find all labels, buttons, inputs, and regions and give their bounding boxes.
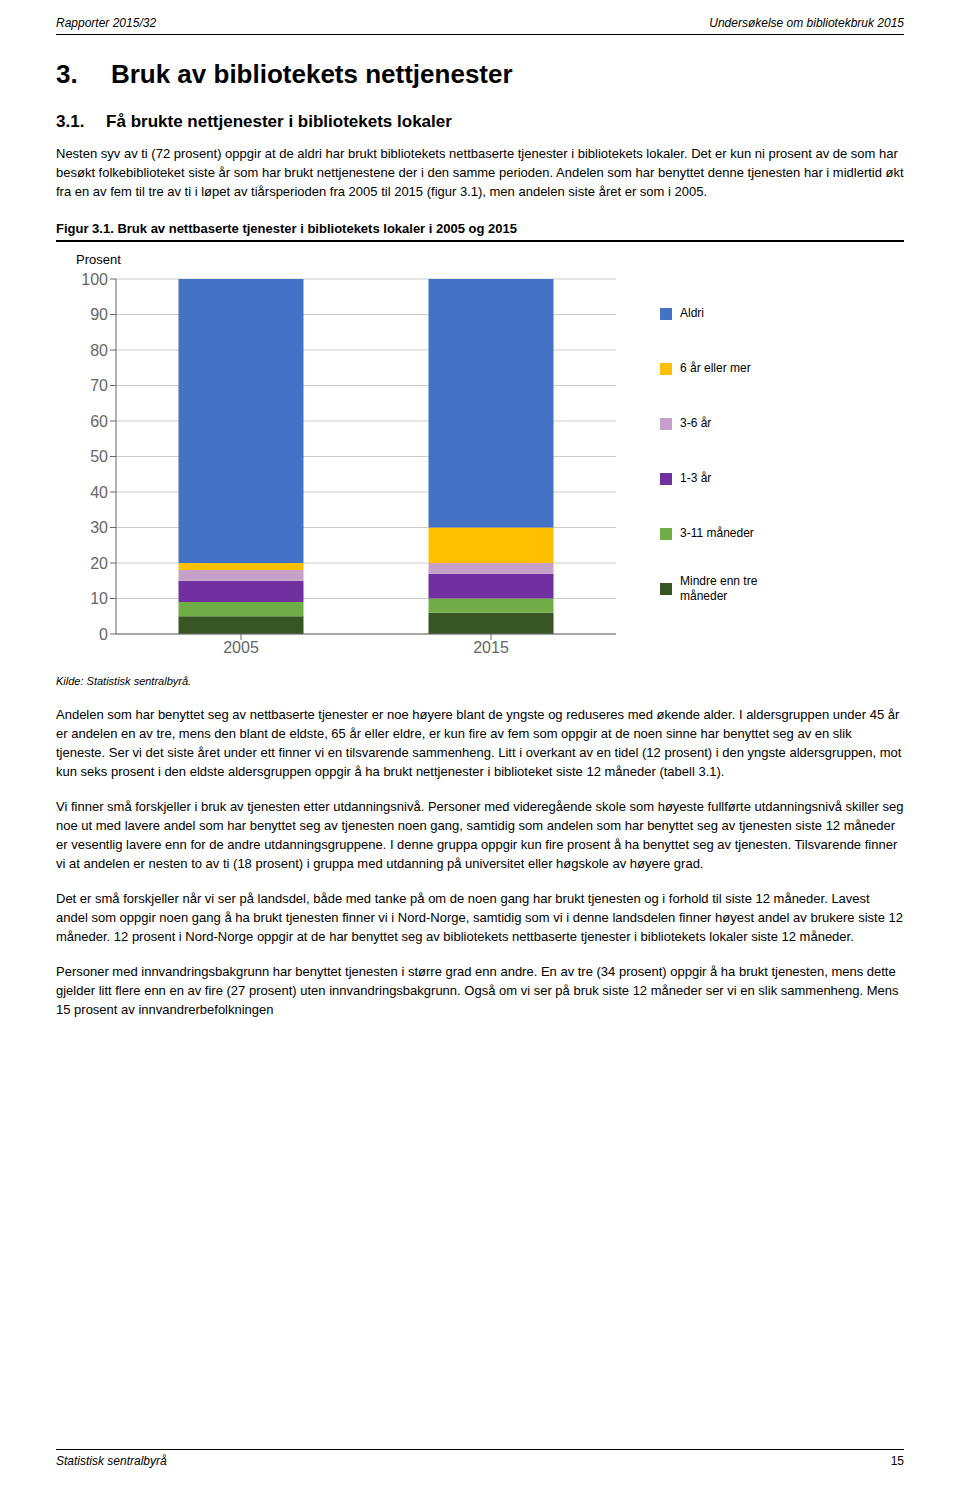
html-text:Personer med innvandringsbakgr: Personer med innvandringsbakgrunn har be… [56,964,899,1017]
svg-text:80: 80 [90,342,108,359]
html-text:3-11 måneder: 3-11 måneder [680,526,754,540]
html-text:15: 15 [890,1454,904,1468]
html-text:Andelen som har benyttet seg a: Andelen som har benyttet seg av nettbase… [56,707,902,779]
html-text:6 år eller mer: 6 år eller mer [680,361,751,375]
html-text:3. Bruk av bibliotekets nettje: 3. Bruk av bibliotekets nettjenester [56,59,513,89]
html-text:Aldri: Aldri [680,306,704,320]
html-text:Det er små forskjeller når vi: Det er små forskjeller når vi ser på lan… [56,891,903,944]
html-text:Vi finner små forskjeller i br: Vi finner små forskjeller i bruk av tjen… [56,799,904,871]
html-text:Nesten syv av ti (72 prosent): Nesten syv av ti (72 prosent) oppgir at … [56,146,904,199]
html-text:3-6 år: 3-6 år [680,416,712,430]
html-text:Prosent: Prosent [76,252,121,267]
svg-text:60: 60 [90,413,108,430]
html-text:Kilde: Statistisk sentralbyrå.: Kilde: Statistisk sentralbyrå. [56,675,192,687]
svg-text:90: 90 [90,306,108,323]
svg-text:50: 50 [90,448,108,465]
svg-text:20: 20 [90,555,108,572]
html-text:Statistisk sentralbyrå: Statistisk sentralbyrå [56,1454,167,1468]
html-text:Figur 3.1. Bruk av nettbaserte: Figur 3.1. Bruk av nettbaserte tjenester… [56,221,517,236]
html-text:1-3 år: 1-3 år [680,471,712,485]
svg-text:40: 40 [90,484,108,501]
svg-text:0: 0 [99,626,108,643]
svg-text:10: 10 [90,590,108,607]
svg-text:70: 70 [90,377,108,394]
svg-text:100: 100 [81,271,108,288]
html-text:Rapporter 2015/32: Rapporter 2015/32 [56,16,157,30]
html-text:Mindre enn tre måneder: Mindre enn tre måneder [680,573,758,603]
svg-text:30: 30 [90,519,108,536]
svg-text:2005: 2005 [223,639,259,656]
svg-text:2015: 2015 [473,639,509,656]
html-text:Undersøkelse om bibliotekbruk: Undersøkelse om bibliotekbruk 2015 [709,16,904,30]
html-text:3.1. Få brukte nettjenester i: 3.1. Få brukte nettjenester i biblioteke… [56,112,452,131]
